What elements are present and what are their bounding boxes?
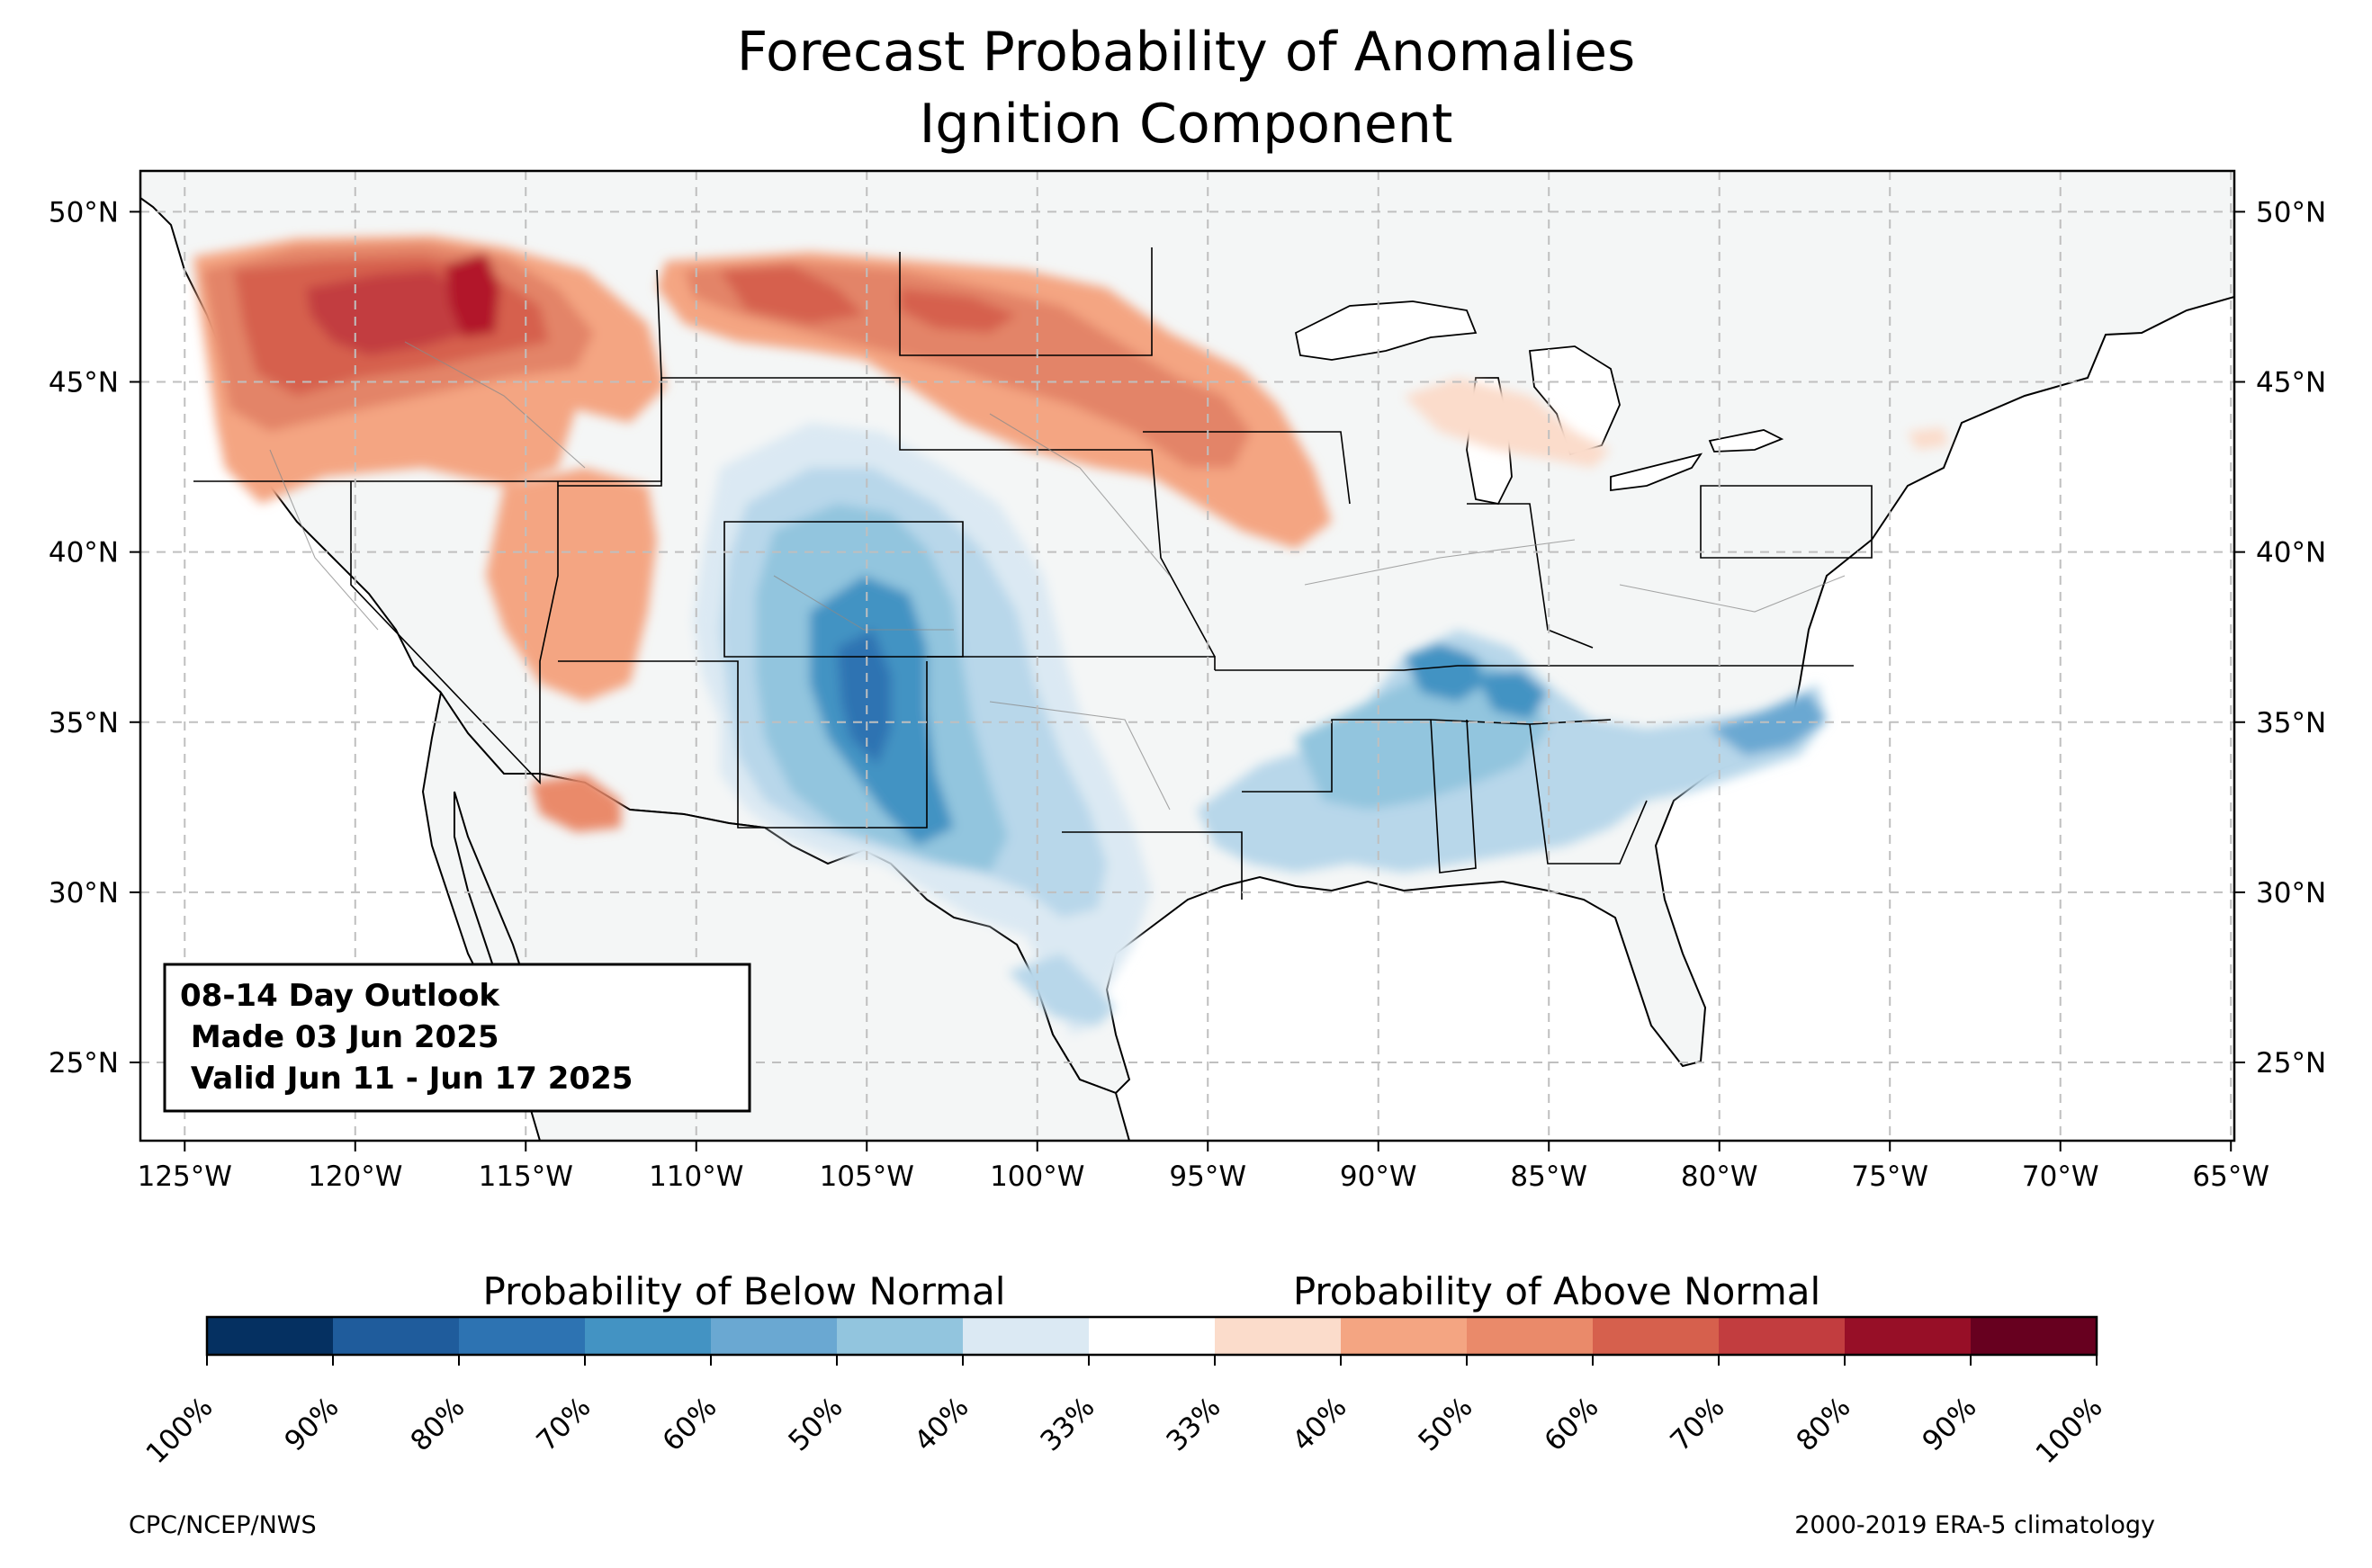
- map-panel: 50°N 45°N 40°N 35°N 30°N 25°N 50°N 45°N 40°N 35°…: [49, 169, 2326, 1193]
- map-title-line2: Ignition Component: [920, 93, 1453, 156]
- outlook-period: 08-14 Day Outlook: [180, 978, 500, 1014]
- colorbar-swatch: [1593, 1317, 1720, 1355]
- longitude-tick-label: 90°W: [1340, 1160, 1417, 1193]
- outlook-valid-dates: Valid Jun 11 - Jun 17 2025: [180, 1061, 633, 1097]
- colorbar-swatch: [1845, 1317, 1972, 1355]
- colorbar-above-label: Probability of Above Normal: [1293, 1269, 1820, 1313]
- longitude-tick-label: 75°W: [1851, 1160, 1928, 1193]
- colorbar-tick-label: 100%: [140, 1391, 220, 1470]
- longitude-tick-label: 80°W: [1681, 1160, 1758, 1193]
- colorbar-tick-label: 40%: [908, 1391, 975, 1457]
- county-boundaries: [269, 341, 1846, 811]
- latitude-tick-label-left: 40°N: [49, 537, 119, 569]
- latitude-tick-label-right: 30°N: [2256, 877, 2326, 909]
- latitude-tick-label-right: 50°N: [2256, 196, 2326, 228]
- longitude-tick-label: 115°W: [479, 1160, 573, 1193]
- latitude-tick-label-left: 30°N: [49, 877, 119, 909]
- colorbar-ticks: 100% 90% 80% 70% 60% 50% 40% 33% 33% 40% 50% 60% 70%…: [140, 1355, 2109, 1470]
- colorbar-swatch: [1971, 1317, 2098, 1355]
- lake-superior: [1294, 300, 1478, 361]
- longitude-tick-label: 85°W: [1510, 1160, 1587, 1193]
- latitude-tick-label-left: 25°N: [49, 1047, 119, 1080]
- colorbar-tick-label: 50%: [782, 1391, 849, 1457]
- colorbar-swatch: [1215, 1317, 1342, 1355]
- lake-ontario: [1708, 429, 1784, 452]
- colorbar-tick-label: 80%: [404, 1391, 471, 1457]
- longitude-tick-label: 95°W: [1169, 1160, 1246, 1193]
- latitude-ticks-left: 50°N 45°N 40°N 35°N 30°N 25°N: [49, 196, 140, 1080]
- colorbar-swatch: [1089, 1317, 1216, 1355]
- colorbar-tick-label: 90%: [278, 1391, 345, 1457]
- latitude-tick-label-left: 35°N: [49, 707, 119, 739]
- colorbar-tick-label: 70%: [1664, 1391, 1730, 1457]
- colorbar-swatch: [585, 1317, 712, 1355]
- latitude-ticks-right: 50°N 45°N 40°N 35°N 30°N 25°N: [2234, 196, 2326, 1080]
- latitude-tick-label-right: 45°N: [2256, 367, 2326, 399]
- map-frame: [139, 169, 2236, 1142]
- colorbar-tick-label: 33%: [1034, 1391, 1101, 1457]
- lake-erie: [1610, 452, 1703, 492]
- colorbar-swatch: [711, 1317, 838, 1355]
- colorbar-below-label: Probability of Below Normal: [483, 1269, 1006, 1313]
- credit-left: CPC/NCEP/NWS: [129, 1511, 317, 1539]
- longitude-tick-label: 100°W: [990, 1160, 1084, 1193]
- longitude-tick-label: 65°W: [2192, 1160, 2269, 1193]
- colorbar-frame: [205, 1315, 2098, 1357]
- latitude-tick-label-right: 35°N: [2256, 707, 2326, 739]
- colorbar-swatches: [207, 1317, 2098, 1355]
- colorbar-tick-label: 70%: [530, 1391, 597, 1457]
- colorbar-tick-label: 40%: [1286, 1391, 1352, 1457]
- latitude-tick-label-right: 25°N: [2256, 1047, 2326, 1080]
- latitude-tick-label-left: 50°N: [49, 196, 119, 228]
- colorbar-swatch: [837, 1317, 964, 1355]
- colorbar-tick-label: 50%: [1412, 1391, 1478, 1457]
- credit-right: 2000-2019 ERA-5 climatology: [1794, 1511, 2155, 1539]
- longitude-tick-label: 125°W: [138, 1160, 232, 1193]
- colorbar-swatch: [963, 1317, 1090, 1355]
- colorbar-swatch: [1467, 1317, 1594, 1355]
- outlook-made-date: Made 03 Jun 2025: [180, 1019, 499, 1055]
- colorbar-swatch: [1341, 1317, 1468, 1355]
- colorbar-swatch: [333, 1317, 460, 1355]
- colorbar-tick-label: 80%: [1790, 1391, 1856, 1457]
- longitude-tick-label: 70°W: [2022, 1160, 2099, 1193]
- longitude-tick-label: 105°W: [820, 1160, 914, 1193]
- longitude-tick-label: 110°W: [649, 1160, 743, 1193]
- colorbar-swatch: [1719, 1317, 1846, 1355]
- colorbar: Probability of Below Normal Probability …: [140, 1269, 2109, 1470]
- colorbar-swatch: [459, 1317, 586, 1355]
- colorbar-tick-label: 100%: [2030, 1391, 2109, 1470]
- longitude-tick-label: 120°W: [308, 1160, 402, 1193]
- latitude-tick-label-left: 45°N: [49, 367, 119, 399]
- longitude-ticks: 125°W 120°W 115°W 110°W 105°W 100°W 95°W 90°W 85…: [138, 1141, 2269, 1193]
- colorbar-tick-label: 60%: [1538, 1391, 1604, 1457]
- colorbar-tick-label: 60%: [656, 1391, 723, 1457]
- state-boundaries: [193, 247, 1873, 900]
- above-normal-shading: [193, 236, 1948, 832]
- map-title-line1: Forecast Probability of Anomalies: [737, 21, 1636, 84]
- latitude-tick-label-right: 40°N: [2256, 537, 2326, 569]
- colorbar-tick-label: 90%: [1916, 1391, 1982, 1457]
- colorbar-swatch: [207, 1317, 334, 1355]
- colorbar-tick-label: 33%: [1160, 1391, 1226, 1457]
- outlook-info-box: 08-14 Day Outlook Made 03 Jun 2025 Valid…: [163, 963, 751, 1113]
